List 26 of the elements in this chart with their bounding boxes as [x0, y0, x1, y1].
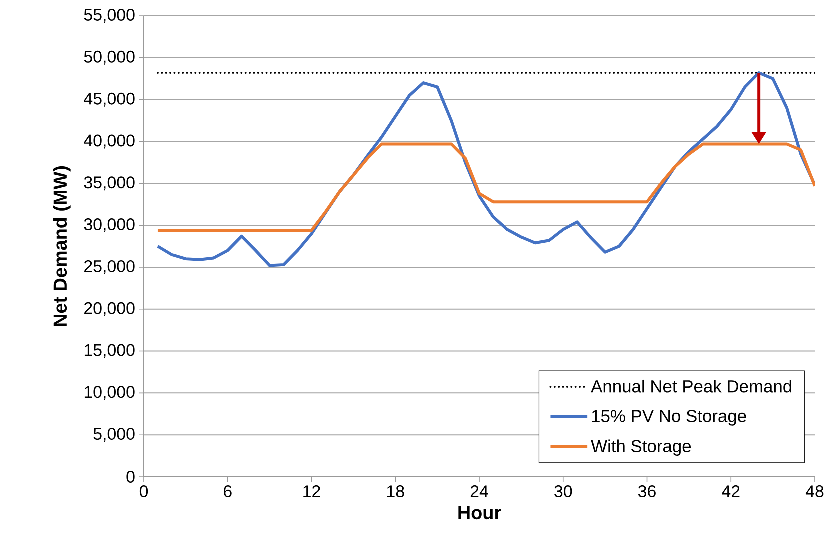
y-tick-label: 30,000	[84, 218, 135, 233]
y-axis-title: Net Demand (MW)	[53, 166, 71, 326]
legend-label: Annual Net Peak Demand	[591, 380, 792, 393]
legend-label: With Storage	[591, 440, 692, 456]
y-tick-label: 50,000	[84, 50, 135, 65]
y-tick-label: 55,000	[84, 8, 135, 23]
x-tick-label: 18	[388, 486, 404, 498]
y-tick-label: 40,000	[84, 134, 135, 149]
x-tick-label: 24	[470, 486, 488, 498]
x-tick-label: 48	[806, 486, 824, 498]
x-tick-label: 6	[224, 486, 232, 498]
x-axis-title: Hour	[458, 506, 502, 520]
y-tick-label: 20,000	[84, 302, 135, 316]
y-tick-label: 15,000	[84, 344, 135, 358]
x-tick-label: 30	[554, 486, 572, 498]
y-tick-label: 35,000	[84, 176, 135, 191]
x-tick-label: 42	[722, 486, 740, 498]
x-tick-label: 0	[140, 486, 148, 498]
x-tick-label: 12	[304, 486, 320, 498]
y-tick-label: 25,000	[84, 260, 135, 274]
x-tick-label: 36	[638, 486, 656, 498]
y-tick-label: 5,000	[94, 428, 135, 442]
legend-label: 15% PV No Storage	[592, 410, 746, 426]
y-tick-label: 0	[126, 471, 135, 484]
y-tick-label: 10,000	[84, 386, 135, 400]
y-tick-label: 45,000	[84, 92, 135, 107]
